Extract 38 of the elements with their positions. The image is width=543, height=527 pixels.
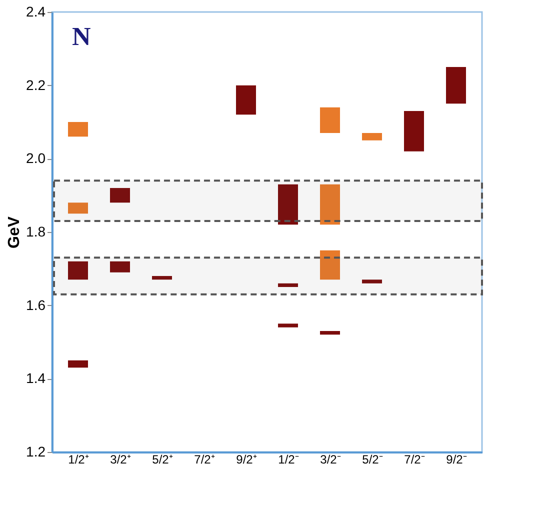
- x-tick-label: 3/2⁺: [110, 452, 131, 466]
- bar: [68, 202, 88, 214]
- y-tick-label: 2.0: [26, 150, 46, 166]
- x-tick-label: 7/2⁻: [404, 452, 425, 466]
- y-tick-label: 2.2: [26, 76, 46, 93]
- bar: [278, 324, 298, 328]
- bar: [110, 261, 130, 272]
- x-tick-label: 9/2⁺: [236, 452, 257, 466]
- x-tick-label: 7/2⁺: [194, 452, 215, 466]
- bar: [152, 276, 172, 280]
- bar: [362, 133, 382, 140]
- bar: [404, 111, 424, 152]
- bar: [320, 184, 340, 225]
- bar: [236, 85, 256, 115]
- x-tick-label: 5/2⁻: [362, 452, 383, 466]
- y-tick-label: 1.2: [26, 444, 46, 460]
- x-tick-label: 5/2⁺: [152, 452, 173, 466]
- bar: [278, 184, 298, 225]
- bar: [110, 188, 130, 203]
- bar: [320, 331, 340, 335]
- bar: [278, 283, 298, 287]
- x-tick-label: 9/2⁻: [446, 452, 467, 466]
- y-axis-title: GeV: [6, 216, 24, 249]
- annotation: N: [72, 22, 91, 51]
- y-tick-label: 1.8: [26, 224, 46, 240]
- bar: [446, 67, 466, 104]
- y-tick-label: 1.4: [26, 370, 46, 386]
- x-tick-label: 3/2⁻: [320, 452, 341, 466]
- bar: [68, 261, 88, 280]
- bar: [362, 280, 382, 284]
- bar: [320, 107, 340, 133]
- y-tick-label: 1.6: [26, 296, 46, 313]
- bar: [68, 360, 88, 368]
- y-tick-label: 2.4: [26, 4, 46, 20]
- bar: [320, 250, 340, 280]
- bar: [68, 122, 88, 137]
- x-tick-label: 1/2⁺: [68, 452, 89, 466]
- x-tick-label: 1/2⁻: [278, 452, 299, 466]
